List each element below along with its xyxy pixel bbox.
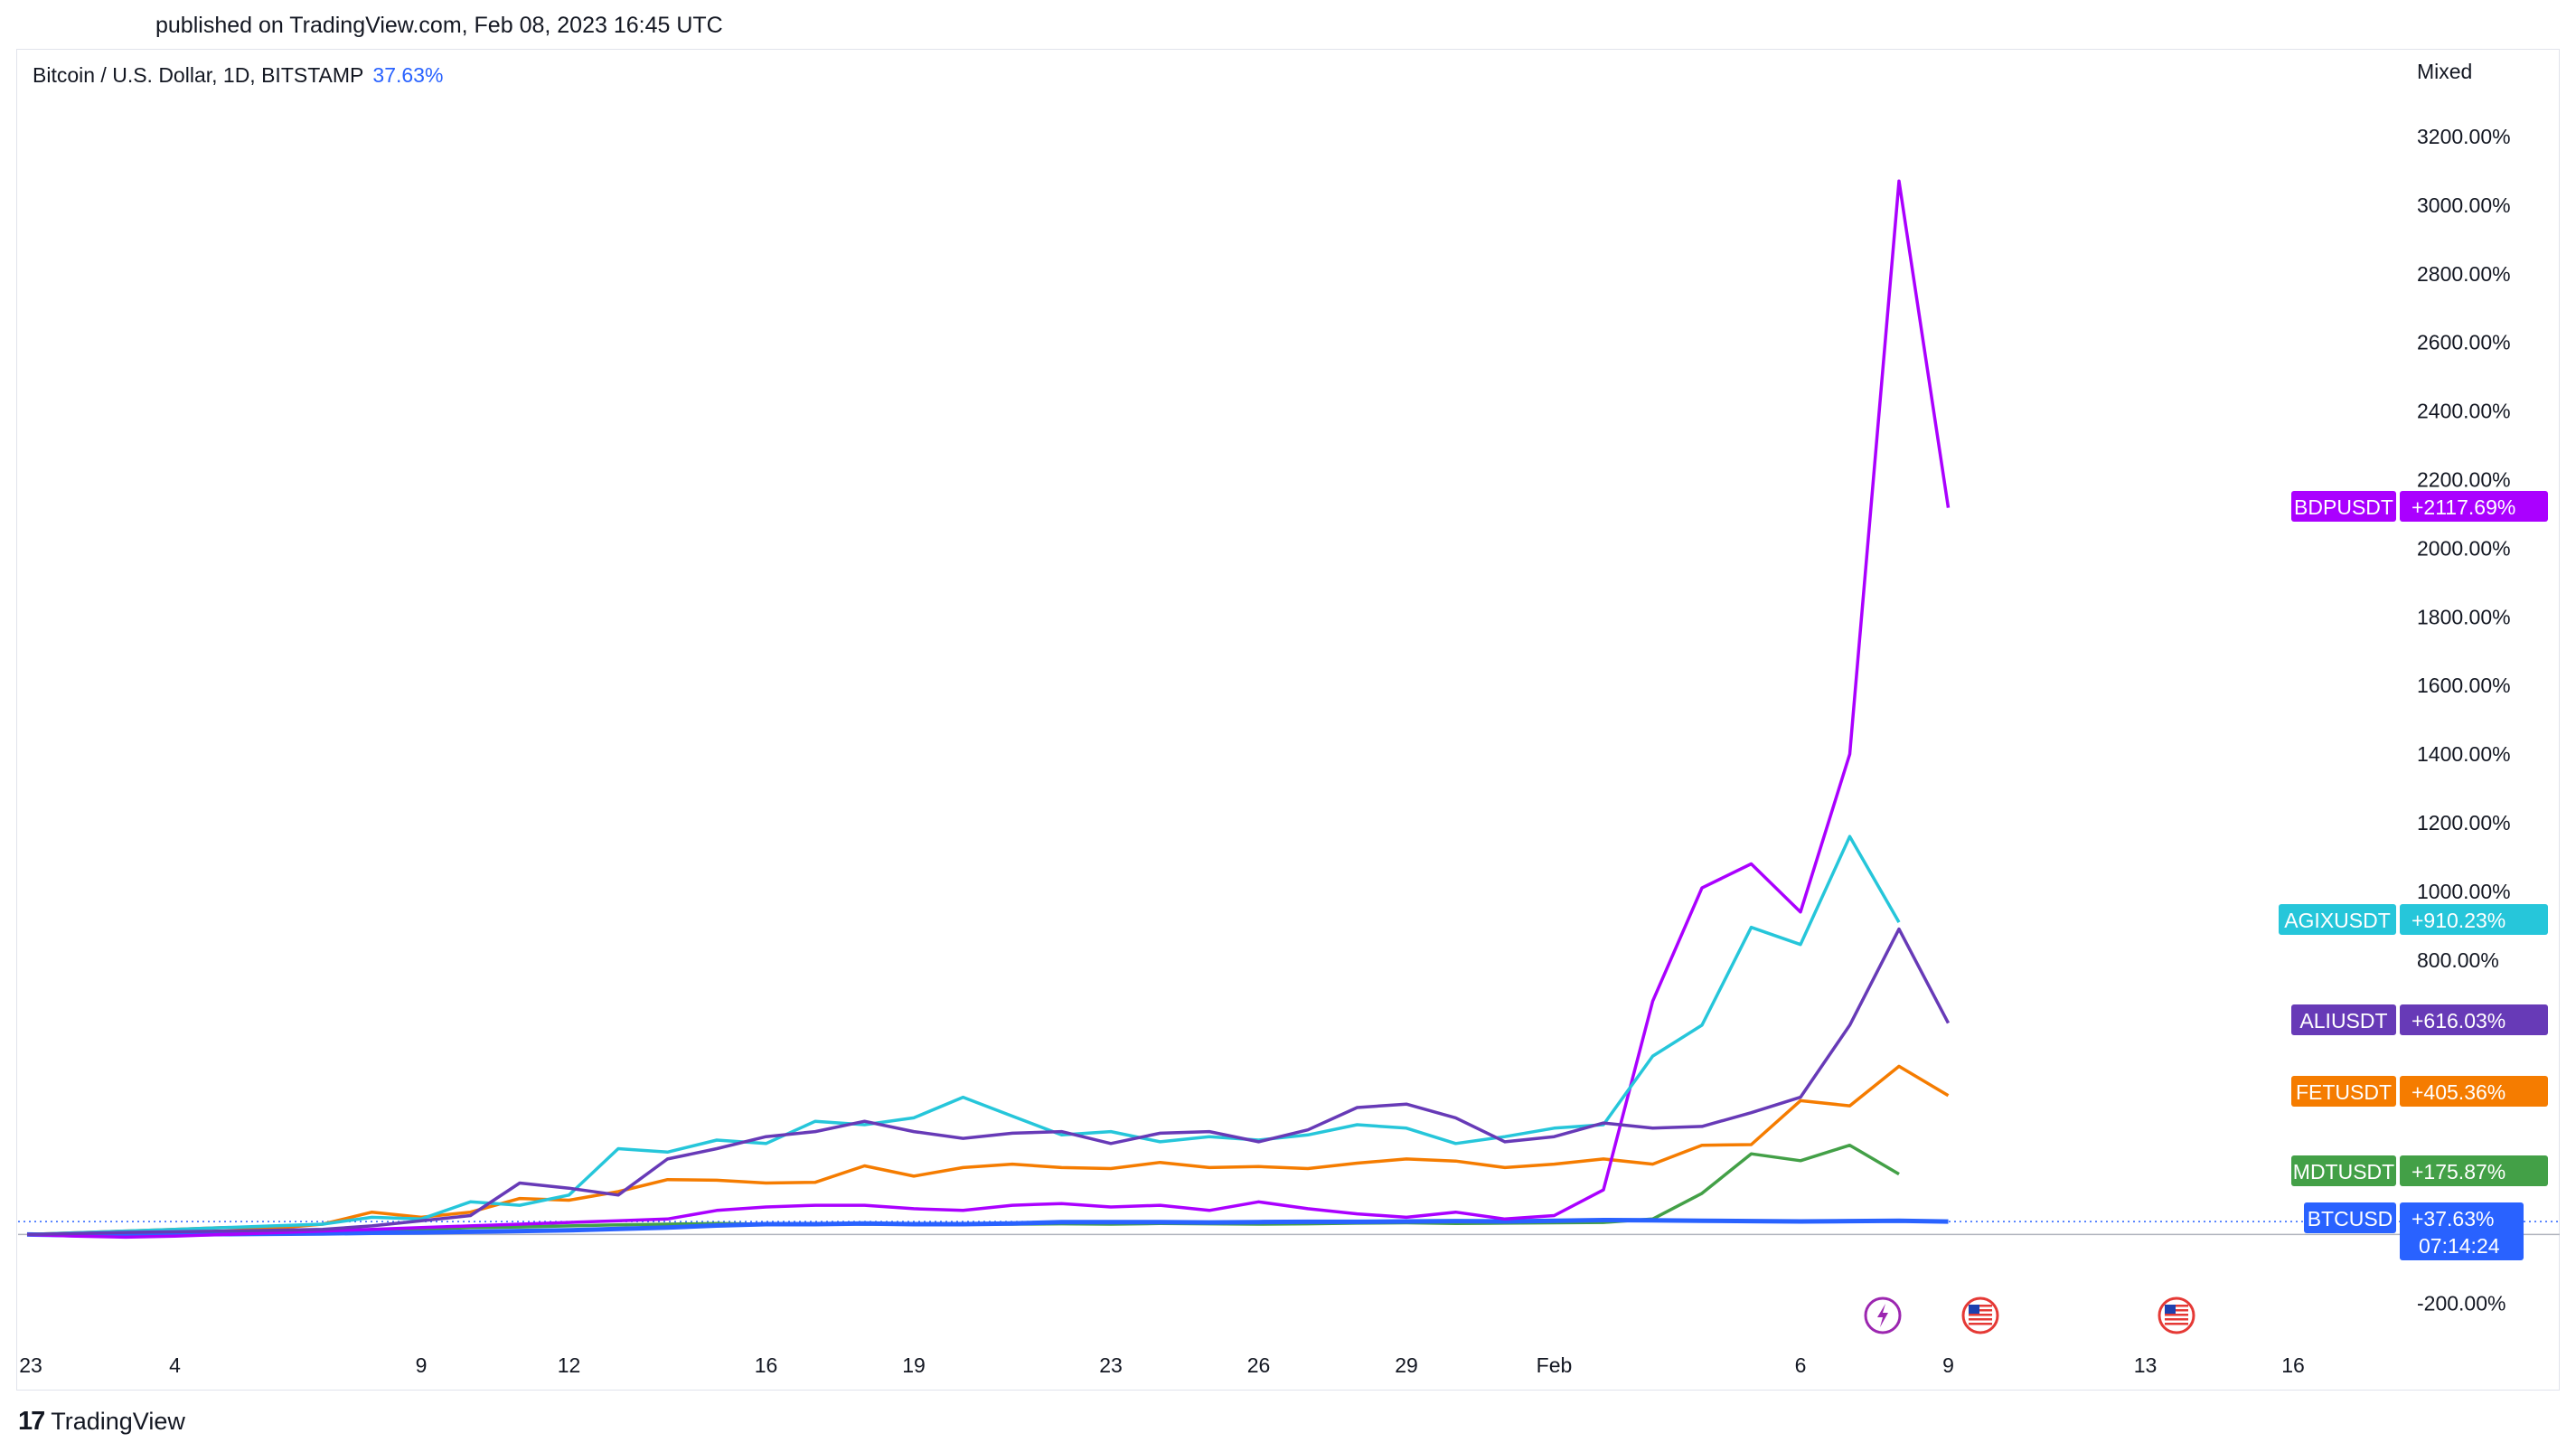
us-flag-event-icon[interactable] [1961,1296,1999,1334]
series-value-tag [2400,1155,2548,1186]
y-tick-label: 3200.00% [2417,125,2511,148]
series-name-label: BTCUSD [2308,1207,2393,1230]
published-note: published on TradingView.com, Feb 08, 20… [155,13,723,38]
symbol-change: 37.63% [372,63,444,87]
y-tick-label: 3000.00% [2417,193,2511,217]
series-line-bdpusdt [26,179,1951,1240]
y-tick-label: 2400.00% [2417,400,2511,423]
y-tick-label: 2600.00% [2417,331,2511,354]
series-name-tag [2291,1155,2396,1186]
series-name-label: AGIXUSDT [2284,909,2391,932]
tradingview-logo[interactable]: 17 TradingView [18,1407,185,1437]
y-tick-label: 1800.00% [2417,605,2511,628]
scale-mode-button[interactable]: Mixed [2417,60,2473,83]
series-name-label: MDTUSDT [2293,1160,2394,1183]
x-tick-label: 9 [416,1353,428,1377]
series-value-tag [2400,491,2548,522]
series-value-label: +405.36% [2411,1080,2505,1104]
x-tick-label: 29 [1395,1353,1418,1377]
symbol-title: Bitcoin / U.S. Dollar, 1D, BITSTAMP 37.63… [33,63,443,88]
y-tick-label: 2800.00% [2417,262,2511,286]
y-tick-label: -200.00% [2417,1291,2505,1315]
x-tick-label: 6 [1795,1353,1807,1377]
x-tick-label: 4 [169,1353,181,1377]
series-value-label: +37.63% [2411,1207,2494,1230]
x-tick-label: Feb [1537,1353,1573,1377]
series-line-btcusd [26,1218,1949,1239]
x-tick-label: 13 [2134,1353,2158,1377]
y-tick-label: 1200.00% [2417,811,2511,834]
series-line-fetusdt [26,1064,1950,1237]
series-name-label: FETUSDT [2296,1080,2392,1104]
chart-frame [16,49,2560,1391]
series-line-aliusdt [26,927,1951,1237]
series-value-label: +2117.69% [2411,495,2515,519]
x-tick-label: 19 [902,1353,926,1377]
y-tick-label: 1400.00% [2417,742,2511,766]
series-name-tag [2279,904,2396,935]
y-tick-label: 1600.00% [2417,674,2511,697]
series-name-label: ALIUSDT [2299,1009,2387,1032]
series-name-tag [2304,1202,2396,1233]
btc-countdown-label: 07:14:24 [2419,1234,2500,1258]
x-tick-label: 16 [2281,1353,2305,1377]
x-tick-label: 23 [1099,1353,1123,1377]
series-name-tag [2291,1004,2396,1035]
series-value-label: +616.03% [2411,1009,2505,1032]
y-tick-label: 800.00% [2417,948,2499,972]
lightning-event-icon[interactable] [1864,1296,1902,1334]
series-value-tag [2400,1004,2548,1035]
series-value-tag [2400,904,2548,935]
x-tick-label: 9 [1942,1353,1954,1377]
x-tick-label: 26 [1247,1353,1271,1377]
series-value-tag [2400,1076,2548,1107]
us-flag-event-icon[interactable] [2158,1296,2195,1334]
series-name-label: BDPUSDT [2294,495,2393,519]
series-name-tag [2291,1076,2396,1107]
tradingview-brand: TradingView [51,1408,185,1435]
series-value-label: +910.23% [2411,909,2505,932]
series-line-agixusdt [26,834,1901,1237]
series-value-tag [2400,1202,2524,1260]
y-tick-label: 2200.00% [2417,468,2511,492]
x-tick-label: 12 [558,1353,581,1377]
y-tick-label: 1000.00% [2417,880,2511,903]
series-value-label: +175.87% [2411,1160,2505,1183]
series-name-tag [2291,491,2396,522]
tradingview-mark-icon: 17 [18,1407,45,1436]
symbol-name: Bitcoin / U.S. Dollar, 1D, BITSTAMP [33,63,364,87]
x-tick-label: 16 [755,1353,778,1377]
y-tick-label: 2000.00% [2417,536,2511,560]
x-tick-label: 23 [19,1353,42,1377]
